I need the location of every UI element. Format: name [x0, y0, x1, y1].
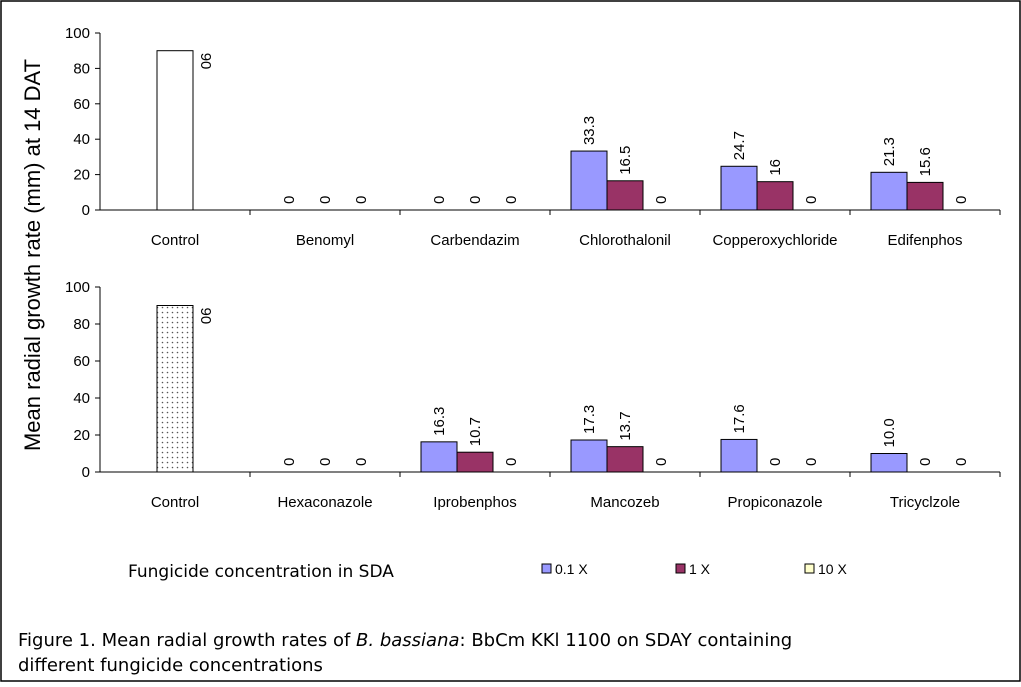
legend-title: Fungicide concentration in SDA	[128, 562, 394, 582]
data-label: 13.7	[617, 411, 634, 440]
y-tick-label: 100	[65, 279, 90, 296]
x-tick-label: Benomyl	[296, 232, 354, 249]
x-tick-label: Mancozeb	[590, 494, 659, 511]
y-tick-label: 80	[73, 316, 90, 333]
y-tick-label: 0	[82, 464, 90, 481]
data-label: 0	[803, 458, 820, 466]
y-tick-label: 60	[73, 353, 90, 370]
data-label: 10.0	[881, 418, 898, 447]
x-tick-label: Copperoxychloride	[712, 232, 837, 249]
x-tick-label: Propiconazole	[727, 494, 822, 511]
x-tick-label: Edifenphos	[887, 232, 962, 249]
x-tick-label: Control	[151, 232, 199, 249]
x-tick-label: Iprobenphos	[433, 494, 516, 511]
x-tick-label: Chlorothalonil	[579, 232, 671, 249]
bar	[906, 181, 944, 211]
bar	[606, 180, 644, 211]
data-label: 15.6	[917, 147, 934, 176]
bar	[156, 305, 194, 473]
data-label: 0	[317, 196, 334, 204]
data-label: 0	[803, 196, 820, 204]
data-label: 0	[467, 196, 484, 204]
y-tick-label: 20	[73, 427, 90, 444]
data-label: 0	[767, 458, 784, 466]
data-label: 24.7	[731, 131, 748, 160]
y-tick-label: 80	[73, 60, 90, 77]
data-label: 16.3	[431, 407, 448, 436]
bar	[456, 451, 494, 473]
y-tick-label: 20	[73, 167, 90, 184]
x-tick-label: Hexaconazole	[277, 494, 372, 511]
bar	[870, 171, 908, 211]
data-label: 0	[503, 458, 520, 466]
y-tick-label: 40	[73, 131, 90, 148]
data-label: 21.3	[881, 137, 898, 166]
data-label: 0	[653, 458, 670, 466]
data-label: 33.3	[581, 116, 598, 145]
data-label: 0	[503, 196, 520, 204]
caption-line: different fungicide concentrations	[18, 655, 323, 676]
data-label: 0	[353, 196, 370, 204]
data-label: 17.6	[731, 404, 748, 433]
bar	[570, 439, 608, 473]
y-tick-label: 60	[73, 96, 90, 113]
bar	[570, 150, 608, 211]
data-label: 0	[281, 196, 298, 204]
data-label: 0	[953, 458, 970, 466]
x-tick-label: Control	[151, 494, 199, 511]
bar	[756, 181, 794, 211]
bar	[420, 441, 458, 473]
legend-label: 0.1 X	[555, 561, 588, 577]
caption-italic: B. bassiana	[356, 630, 459, 651]
data-label: 0	[431, 196, 448, 204]
y-axis-label: Mean radial growth rate (mm) at 14 DAT	[20, 59, 45, 451]
legend-label: 1 X	[689, 561, 711, 577]
legend-swatch	[804, 563, 815, 574]
bar	[720, 165, 758, 211]
data-label: 10.7	[467, 417, 484, 446]
bar	[870, 453, 908, 473]
legend-swatch	[675, 563, 686, 574]
data-label: 0	[953, 196, 970, 204]
bar	[720, 438, 758, 473]
legend-swatch	[541, 563, 552, 574]
y-tick-label: 100	[65, 25, 90, 42]
caption-text: Figure 1. Mean radial growth rates of	[18, 630, 356, 651]
data-label: 0	[353, 458, 370, 466]
data-label: 16.5	[617, 146, 634, 175]
bar	[606, 446, 644, 473]
caption: Figure 1. Mean radial growth rates of B.…	[18, 630, 792, 651]
data-label: 0	[281, 458, 298, 466]
y-tick-label: 0	[82, 202, 90, 219]
legend-label: 10 X	[818, 561, 847, 577]
data-label: 17.3	[581, 405, 598, 434]
data-label: 0	[317, 458, 334, 466]
y-tick-label: 40	[73, 390, 90, 407]
data-label: 0	[917, 458, 934, 466]
data-label: 90	[197, 53, 214, 70]
x-tick-label: Carbendazim	[430, 232, 519, 249]
x-tick-label: Tricyclzole	[890, 494, 960, 511]
bar	[156, 50, 194, 211]
caption-text: : BbCm KKl 1100 on SDAY containing	[460, 630, 793, 651]
data-label: 0	[653, 196, 670, 204]
data-label: 16	[767, 159, 784, 176]
data-label: 90	[197, 308, 214, 325]
